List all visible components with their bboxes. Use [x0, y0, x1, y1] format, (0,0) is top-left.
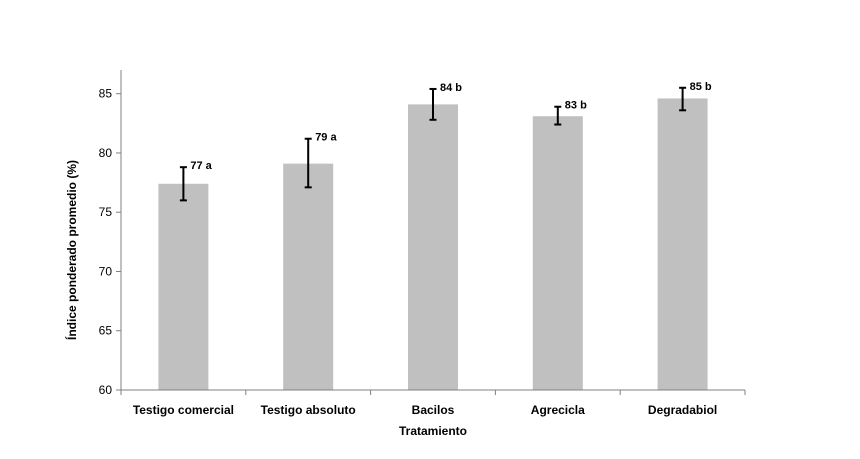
x-tick-label: Testigo comercial [133, 403, 234, 417]
data-label: 77 a [190, 160, 212, 172]
data-label: 84 b [440, 82, 462, 94]
y-tick-label: 60 [99, 383, 113, 397]
bars-group [158, 98, 708, 391]
y-axis-title: Índice ponderado promedio (%) [64, 160, 79, 340]
x-tick-label: Degradabiol [648, 403, 717, 417]
y-tick-label: 80 [99, 146, 113, 160]
y-tick-label: 65 [99, 324, 113, 338]
x-ticks-group: Testigo comercial Testigo absoluto Bacilos… [120, 390, 746, 417]
data-label: 85 b [690, 81, 712, 93]
x-tick-label: Agrecicla [531, 403, 585, 417]
data-labels-group: 77 a 79 a 84 b 83 b 85 b [190, 81, 711, 172]
x-axis-title: Tratamiento [399, 424, 467, 438]
bar [158, 183, 209, 390]
data-label: 79 a [315, 132, 337, 144]
y-tick-label: 70 [99, 264, 113, 278]
bar [283, 163, 334, 390]
x-tick-label: Testigo absoluto [261, 403, 356, 417]
x-tick-label: Bacilos [412, 403, 455, 417]
y-tick-label: 85 [99, 87, 113, 101]
bar [532, 116, 583, 390]
data-label: 83 b [565, 100, 587, 112]
bar [408, 104, 458, 391]
error-bars-group [179, 86, 687, 202]
y-ticks-group: 60 65 70 75 80 85 [99, 87, 121, 397]
bar [657, 98, 708, 390]
y-tick-label: 75 [99, 205, 113, 219]
